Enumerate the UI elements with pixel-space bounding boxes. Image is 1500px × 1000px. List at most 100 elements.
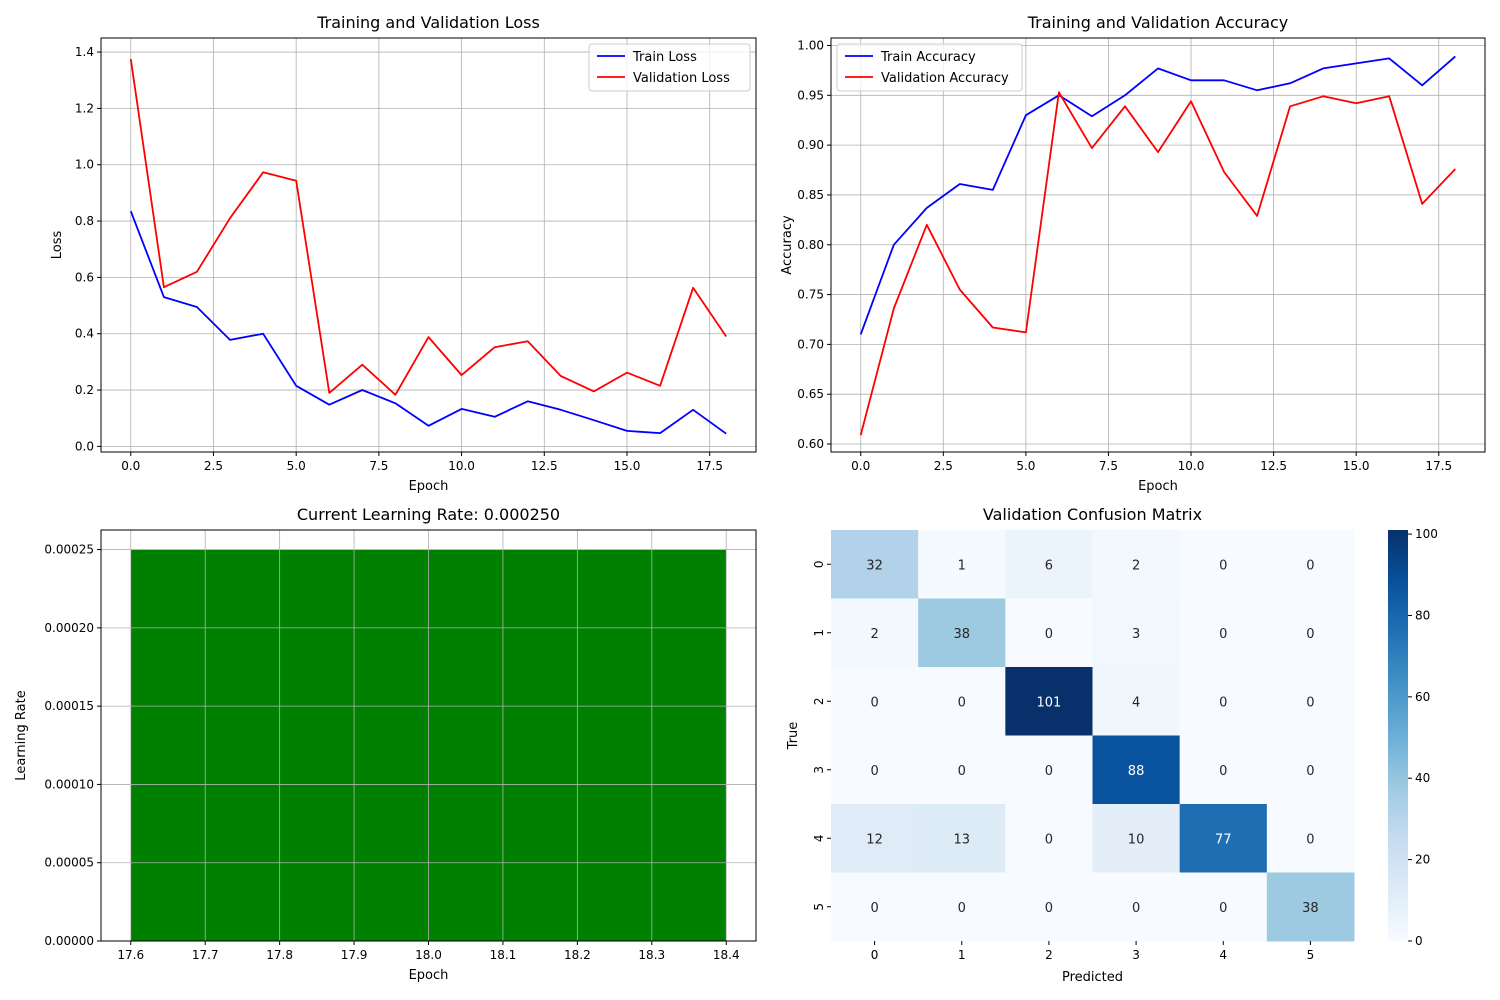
colorbar-tick-label: 40 bbox=[1415, 771, 1430, 785]
heatmap-cell bbox=[918, 667, 1006, 736]
heatmap-cell bbox=[1092, 667, 1181, 736]
heatmap-cell bbox=[831, 667, 919, 736]
x-tick-label: 2.5 bbox=[204, 459, 223, 473]
legend-label: Train Loss bbox=[632, 50, 697, 65]
loss-chart: 0.0 2.5 5.0 7.5 10.0 12.5 15.0 17.5 0.0 0.2 0.4 0.6… bbox=[50, 13, 757, 494]
x-tick-label: 5.0 bbox=[1016, 459, 1035, 473]
y-tick-label: 0.75 bbox=[797, 288, 824, 302]
heatmap-cell-label: 12 bbox=[866, 832, 883, 847]
heatmap-cell bbox=[831, 530, 919, 599]
heatmap-cell bbox=[1005, 735, 1093, 805]
heatmap-cell-label: 0 bbox=[1306, 558, 1314, 573]
x-tick-label: 7.5 bbox=[369, 459, 388, 473]
x-tick-label: 0.0 bbox=[851, 459, 870, 473]
heatmap-cell bbox=[831, 598, 919, 668]
x-tick-label: 12.5 bbox=[1260, 459, 1287, 473]
y-tick-label: 0.65 bbox=[797, 387, 824, 401]
heatmap-cell bbox=[1266, 872, 1355, 942]
heatmap-cell-label: 88 bbox=[1128, 764, 1145, 779]
y-tick-label: 3 bbox=[812, 766, 826, 774]
heatmap-cell-label: 0 bbox=[870, 695, 878, 710]
heatmap-cell bbox=[1266, 735, 1355, 805]
heatmap-cell-label: 0 bbox=[1132, 901, 1140, 916]
y-tick-label: 0.70 bbox=[797, 337, 824, 351]
x-axis-label: Epoch bbox=[1138, 479, 1178, 494]
y-tick-label: 1 bbox=[812, 629, 826, 637]
y-tick-label: 1.2 bbox=[75, 101, 94, 115]
y-tick-label: 0.80 bbox=[797, 238, 824, 252]
x-axis-label: Predicted bbox=[1062, 970, 1123, 985]
heatmap-cell-label: 2 bbox=[870, 627, 878, 642]
y-tick-label: 0.8 bbox=[75, 214, 94, 228]
heatmap-cell-label: 38 bbox=[1302, 901, 1319, 916]
heatmap-cell bbox=[918, 804, 1006, 873]
y-axis-label: Learning Rate bbox=[14, 690, 29, 780]
x-tick-label: 18.1 bbox=[490, 948, 517, 962]
heatmap-cell bbox=[1266, 667, 1355, 736]
y-tick-label: 1.00 bbox=[797, 38, 824, 52]
y-tick-label: 0.85 bbox=[797, 188, 824, 202]
x-tick-label: 5 bbox=[1307, 948, 1315, 962]
series-line-validation-accuracy bbox=[859, 91, 1456, 436]
x-tick-label: 1 bbox=[958, 948, 966, 962]
learning-rate-chart: 17.6 17.7 17.8 17.9 18.0 18.1 18.2 18.3 18.4 0.00… bbox=[14, 505, 757, 983]
series-line-train-accuracy bbox=[859, 55, 1456, 335]
series-line-validation-loss bbox=[129, 58, 727, 396]
y-tick-label: 1.0 bbox=[75, 158, 94, 172]
y-tick-label: 0.00000 bbox=[44, 934, 94, 948]
heatmap-cell bbox=[1179, 872, 1268, 942]
chart-title: Training and Validation Accuracy bbox=[1027, 13, 1289, 32]
y-tick-label: 5 bbox=[812, 903, 826, 911]
y-tick-label: 0.90 bbox=[797, 138, 824, 152]
heatmap-cell-label: 3 bbox=[1132, 627, 1140, 642]
heatmap-cell-label: 77 bbox=[1215, 832, 1232, 847]
y-tick-label: 0.2 bbox=[75, 383, 94, 397]
x-tick-label: 10.0 bbox=[1178, 459, 1205, 473]
heatmap-cell-label: 1 bbox=[958, 558, 966, 573]
colorbar-tick-label: 20 bbox=[1415, 853, 1430, 867]
y-tick-label: 0.00020 bbox=[44, 621, 94, 635]
y-tick-label: 0.0 bbox=[75, 439, 94, 453]
heatmap-cell bbox=[1005, 872, 1093, 942]
heatmap-cell-label: 13 bbox=[953, 832, 970, 847]
heatmap-cell bbox=[918, 872, 1006, 942]
y-tick-label: 0.00025 bbox=[44, 543, 94, 557]
heatmap-cell-label: 6 bbox=[1045, 558, 1053, 573]
heatmap-cell-label: 4 bbox=[1132, 695, 1140, 710]
x-tick-label: 2 bbox=[1045, 948, 1053, 962]
x-tick-label: 0 bbox=[871, 948, 879, 962]
heatmap-cell-label: 0 bbox=[870, 764, 878, 779]
x-tick-label: 15.0 bbox=[614, 459, 641, 473]
heatmap-cell-label: 0 bbox=[870, 901, 878, 916]
legend-label: Train Accuracy bbox=[880, 50, 976, 65]
colorbar-tick-label: 100 bbox=[1415, 527, 1438, 541]
heatmap-cell bbox=[1092, 804, 1181, 873]
accuracy-chart: 0.0 2.5 5.0 7.5 10.0 12.5 15.0 17.5 0.60 0.65 0.70… bbox=[780, 13, 1486, 494]
x-tick-label: 18.3 bbox=[638, 948, 665, 962]
heatmap-cell-label: 101 bbox=[1037, 695, 1062, 710]
heatmap-cell-label: 0 bbox=[1045, 764, 1053, 779]
x-tick-label: 10.0 bbox=[448, 459, 475, 473]
y-axis-label: True bbox=[786, 722, 801, 751]
colorbar-tick-label: 80 bbox=[1415, 608, 1430, 622]
heatmap-cell bbox=[918, 530, 1006, 599]
heatmap-cell-label: 0 bbox=[1306, 695, 1314, 710]
heatmap-cell bbox=[918, 598, 1006, 668]
x-tick-label: 17.8 bbox=[266, 948, 293, 962]
x-tick-label: 17.9 bbox=[341, 948, 368, 962]
x-tick-label: 3 bbox=[1132, 948, 1140, 962]
heatmap-cell bbox=[1266, 530, 1355, 599]
heatmap-cell bbox=[831, 804, 919, 873]
x-tick-label: 17.5 bbox=[1425, 459, 1452, 473]
heatmap-cell-label: 0 bbox=[1045, 832, 1053, 847]
heatmap-cell bbox=[831, 735, 919, 805]
legend-box bbox=[836, 43, 1023, 92]
y-tick-label: 0.00010 bbox=[44, 777, 94, 791]
heatmap-cell bbox=[1092, 872, 1181, 942]
heatmap-cell bbox=[918, 735, 1006, 805]
heatmap-cell-label: 0 bbox=[1219, 901, 1227, 916]
chart-title: Validation Confusion Matrix bbox=[983, 505, 1202, 524]
heatmap-cell-label: 0 bbox=[1306, 764, 1314, 779]
x-tick-label: 18.4 bbox=[713, 948, 740, 962]
heatmap-cell-label: 0 bbox=[958, 901, 966, 916]
